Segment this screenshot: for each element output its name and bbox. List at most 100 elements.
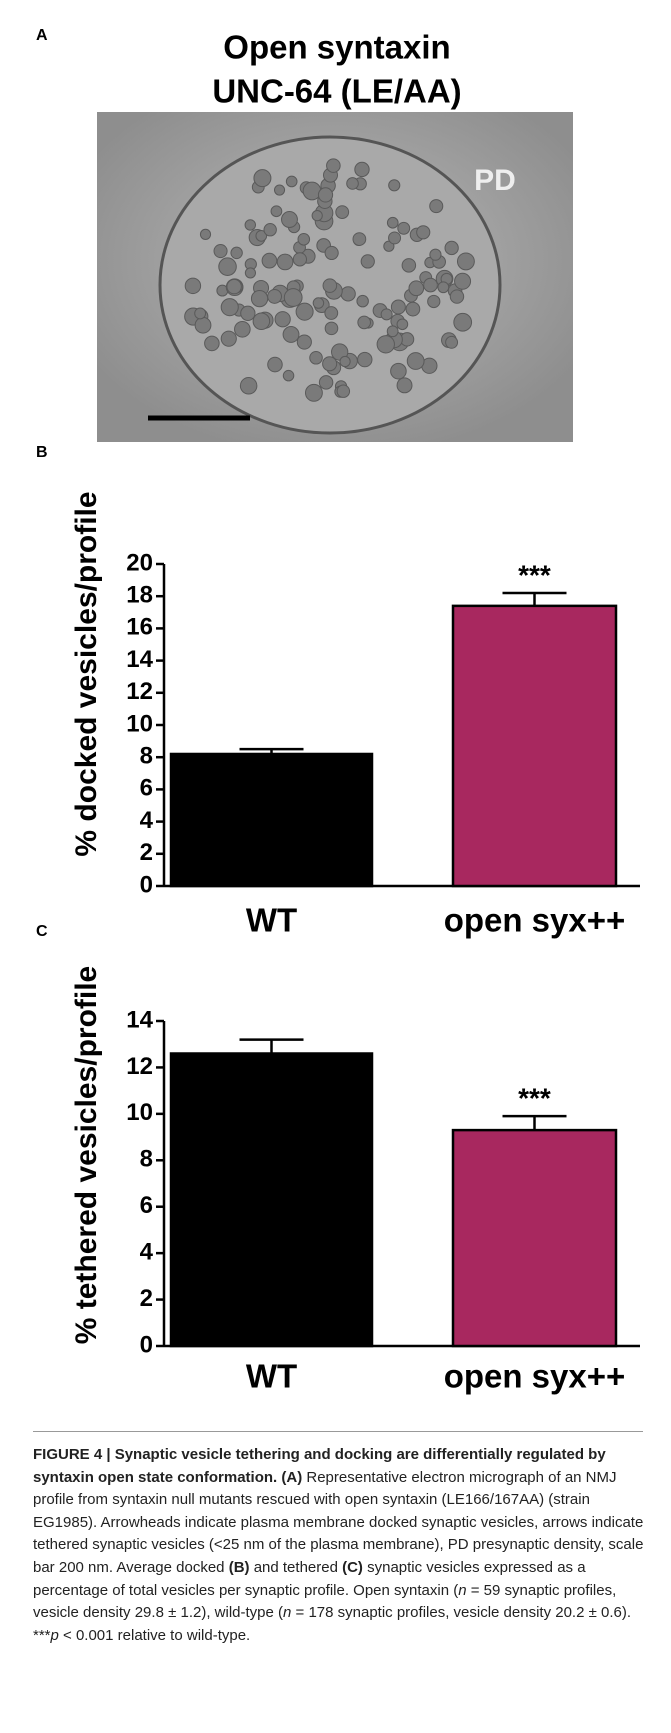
- y-tick-label: 12: [126, 678, 153, 705]
- vesicle: [445, 335, 459, 349]
- vesicle: [340, 286, 356, 302]
- vesicle: [397, 221, 411, 235]
- y-axis-label: % tethered vesicles/profile: [70, 966, 103, 1345]
- vesicle: [396, 318, 409, 331]
- caption-text: p: [50, 1626, 59, 1644]
- caption: FIGURE 4 | Synaptic vesicle tethering an…: [33, 1444, 645, 1647]
- panel-label: A: [36, 27, 48, 44]
- bar: [169, 1052, 374, 1348]
- vesicle: [199, 228, 212, 240]
- bar: [451, 1128, 618, 1348]
- vesicle: [335, 205, 350, 220]
- bar: [451, 604, 618, 888]
- y-tick-label: 2: [140, 839, 153, 866]
- vesicle: [244, 267, 257, 279]
- vesicle: [204, 335, 220, 352]
- x-tick-label: WT: [246, 1358, 297, 1395]
- vesicle: [220, 330, 237, 347]
- vesicle: [386, 325, 399, 338]
- vesicle: [267, 288, 283, 304]
- vesicle: [357, 315, 371, 330]
- micrograph-title: UNC-64 (LE/AA): [212, 73, 461, 110]
- caption-text: synaptic vesicles expressed as a percent…: [33, 1558, 586, 1599]
- caption-text: = 178 synaptic profiles, vesicle density…: [33, 1604, 632, 1644]
- vesicle: [239, 377, 258, 395]
- y-tick-label: 10: [126, 710, 153, 737]
- caption-rule: [33, 1431, 643, 1432]
- y-axis-label: % docked vesicles/profile: [70, 491, 103, 856]
- vesicle: [322, 356, 338, 372]
- vesicle: [352, 232, 367, 246]
- vesicle: [261, 252, 278, 269]
- caption-text: n: [283, 1604, 292, 1622]
- vesicle: [255, 230, 268, 242]
- vesicle: [296, 334, 312, 350]
- vesicle: [282, 326, 300, 343]
- vesicle: [311, 210, 323, 222]
- caption-text: FIGURE 4 | Synaptic vesicle tethering an…: [33, 1446, 606, 1486]
- vesicle: [292, 252, 308, 267]
- vesicle: [408, 280, 425, 297]
- vesicle: [253, 169, 272, 188]
- vesicle: [437, 281, 450, 294]
- y-tick-label: 6: [140, 775, 153, 802]
- y-tick-label: 8: [140, 1146, 153, 1173]
- vesicle: [297, 232, 311, 246]
- caption-text: < 0.001 relative to wild-type.: [58, 1626, 251, 1644]
- vesicle: [194, 316, 212, 334]
- vesicle: [324, 306, 339, 320]
- y-tick-label: 12: [126, 1053, 153, 1080]
- vesicle: [444, 240, 459, 256]
- vesicle: [354, 161, 370, 178]
- vesicle: [283, 288, 303, 307]
- vesicle: [406, 352, 425, 370]
- annotation: ***: [518, 559, 551, 590]
- caption-text: Representative electron micrograph of an…: [33, 1468, 644, 1576]
- vesicle: [218, 257, 237, 276]
- vesicle: [285, 175, 298, 188]
- x-tick-label: open syx++: [444, 902, 626, 939]
- y-tick-label: 0: [140, 1331, 153, 1358]
- micrograph: PD: [97, 112, 573, 442]
- vesicle: [317, 187, 334, 203]
- x-tick-label: WT: [246, 902, 297, 939]
- vesicle: [324, 245, 339, 261]
- vesicle: [456, 252, 475, 271]
- vesicle: [252, 312, 271, 331]
- vesicle: [213, 243, 228, 259]
- y-tick-label: 20: [126, 549, 153, 576]
- vesicle: [396, 377, 413, 394]
- vesicle: [234, 320, 251, 338]
- annotation: ***: [518, 1083, 551, 1114]
- vesicle: [194, 307, 207, 320]
- panel-label: B: [36, 444, 48, 461]
- y-tick-label: 10: [126, 1099, 153, 1126]
- vesicle: [386, 216, 399, 229]
- vesicle: [429, 199, 444, 214]
- vesicle: [356, 294, 369, 308]
- vesicle: [449, 289, 465, 304]
- y-tick-label: 8: [140, 743, 153, 770]
- vesicle: [244, 219, 256, 231]
- vesicle: [240, 305, 256, 321]
- vesicle: [250, 289, 269, 308]
- vesicle: [295, 302, 314, 321]
- vesicle: [263, 223, 277, 237]
- y-tick-label: 2: [140, 1285, 153, 1312]
- caption-text: n: [458, 1581, 467, 1599]
- vesicle: [230, 246, 243, 260]
- vesicle: [304, 383, 323, 402]
- micrograph-label: PD: [474, 164, 516, 197]
- vesicle: [276, 253, 294, 271]
- y-tick-label: 6: [140, 1192, 153, 1219]
- micrograph-title: Open syntaxin: [223, 29, 450, 66]
- bar: [169, 752, 374, 888]
- vesicle: [383, 240, 395, 252]
- vesicle: [339, 355, 351, 368]
- x-tick-label: open syx++: [444, 1358, 626, 1395]
- panel-label: C: [36, 923, 48, 940]
- vesicle: [346, 177, 359, 190]
- vesicle: [453, 312, 473, 332]
- y-tick-label: 18: [126, 582, 153, 609]
